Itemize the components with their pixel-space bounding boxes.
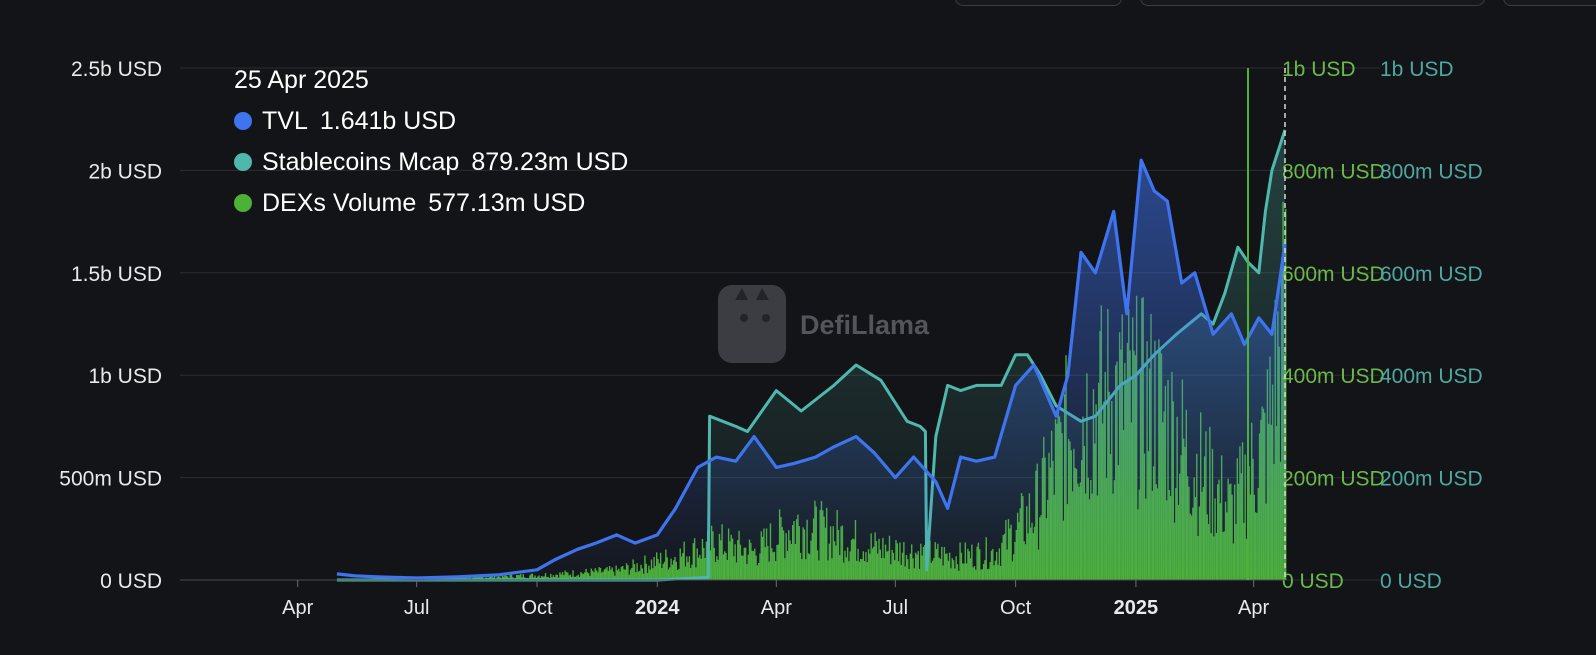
stablecoins-line xyxy=(336,129,1287,582)
top-control-right[interactable] xyxy=(1503,0,1596,6)
y-tick-right-stable: 1b USD xyxy=(1380,58,1454,81)
y-tick-right-dex: 200m USD xyxy=(1282,468,1385,491)
y-tick-left: 1b USD xyxy=(88,365,162,388)
x-tick-label: Oct xyxy=(1000,597,1032,619)
y-tick-right-stable: 0 USD xyxy=(1380,570,1442,593)
y-tick-left: 500m USD xyxy=(59,468,162,491)
watermark-text: DefiLlama xyxy=(800,310,930,340)
y-tick-right-dex: 800m USD xyxy=(1282,160,1385,183)
y-tick-left: 2.5b USD xyxy=(71,58,162,81)
legend-item-dex: DEXs Volume 577.13m USD xyxy=(262,189,585,217)
y-tick-left: 1.5b USD xyxy=(71,263,162,286)
watermark: DefiLlama xyxy=(718,285,930,363)
y-axis-left: 0 USD 500m USD 1b USD 1.5b USD 2b USD 2.5b US… xyxy=(59,58,162,593)
y-axis-right-dex: 0 USD 200m USD 400m USD 600m USD 800m USD 1b … xyxy=(1282,58,1385,593)
x-tick-label: Apr xyxy=(761,597,792,619)
x-tick-label: Apr xyxy=(282,597,313,619)
x-tick-label: Apr xyxy=(1238,597,1269,619)
y-tick-left: 2b USD xyxy=(88,160,162,183)
hover-cursor-line xyxy=(1247,68,1286,580)
legend-dot-tvl xyxy=(234,112,252,130)
tvl-line xyxy=(336,158,1287,580)
x-axis: Apr Jul Oct 2024 Apr Jul Oct 2025 Apr xyxy=(180,579,1285,619)
y-tick-left: 0 USD xyxy=(100,570,162,593)
y-tick-right-stable: 200m USD xyxy=(1380,468,1483,491)
x-tick-label: Oct xyxy=(521,597,553,619)
x-tick-label: 2025 xyxy=(1114,597,1159,619)
legend-dot-dex xyxy=(234,194,252,212)
tvl-series xyxy=(336,158,1287,580)
legend-dot-stablecoins xyxy=(234,153,252,171)
tvl-area xyxy=(336,160,1285,580)
x-tick-label: Jul xyxy=(883,597,909,619)
tooltip-legend: 25 Apr 2025 TVL 1.641b USD Stablecoins Mc… xyxy=(234,66,628,217)
y-tick-right-dex: 600m USD xyxy=(1282,263,1385,286)
x-tick-label: Jul xyxy=(404,597,430,619)
llama-logo-icon xyxy=(718,285,786,363)
legend-item-stablecoins: Stablecoins Mcap 879.23m USD xyxy=(262,148,628,176)
tooltip-date: 25 Apr 2025 xyxy=(234,66,369,94)
top-control-middle[interactable] xyxy=(1140,0,1485,6)
legend-item-tvl: TVL 1.641b USD xyxy=(262,107,456,135)
y-tick-right-stable: 400m USD xyxy=(1380,365,1483,388)
y-tick-right-stable: 600m USD xyxy=(1380,263,1483,286)
y-tick-right-dex: 0 USD xyxy=(1282,570,1344,593)
top-control-left[interactable] xyxy=(955,0,1122,6)
y-tick-right-dex: 400m USD xyxy=(1282,365,1385,388)
x-tick-label: 2024 xyxy=(635,597,680,619)
y-tick-right-stable: 800m USD xyxy=(1380,160,1483,183)
y-tick-right-dex: 1b USD xyxy=(1282,58,1356,81)
y-axis-right-stable: 0 USD 200m USD 400m USD 600m USD 800m USD 1b … xyxy=(1380,58,1483,593)
